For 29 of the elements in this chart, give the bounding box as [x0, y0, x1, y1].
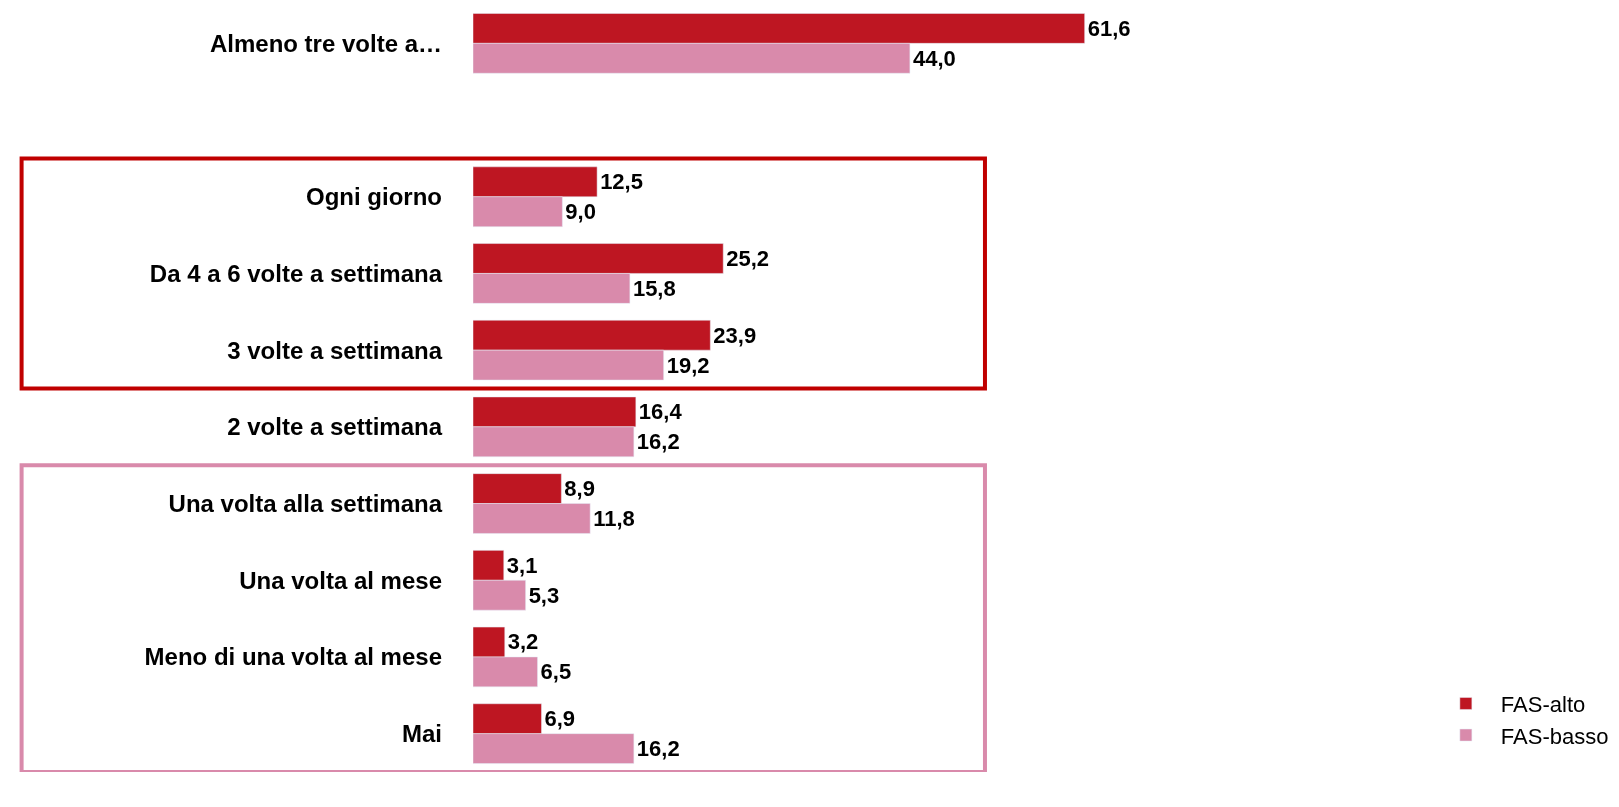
data-label: 12,5	[600, 169, 643, 195]
legend-label: FAS-alto	[1500, 692, 1586, 718]
y-tick-label: Almeno tre volte a…	[209, 29, 442, 57]
data-label: 9,0	[565, 199, 596, 225]
y-tick-label: Ogni giorno	[306, 183, 442, 211]
y-tick-label: 3 volte a settimana	[227, 336, 443, 364]
data-label: 6,9	[544, 706, 576, 732]
data-label: 6,5	[540, 659, 572, 685]
data-label: 61,6	[1087, 15, 1131, 41]
y-tick-label: Mai	[401, 720, 442, 748]
legend-label: FAS-basso	[1500, 723, 1609, 749]
data-label: 11,8	[593, 506, 635, 532]
data-label: 16,2	[636, 429, 680, 455]
data-label: 19,2	[666, 352, 710, 378]
data-label: 16,4	[638, 399, 683, 425]
data-label: 44,0	[912, 45, 956, 71]
data-label: 15,8	[632, 275, 676, 301]
data-label: 5,3	[528, 582, 560, 608]
y-tick-label: Una volta al mese	[239, 566, 442, 594]
data-label: 3,2	[507, 629, 539, 655]
y-tick-label: 2 volte a settimana	[227, 413, 443, 441]
y-tick-label: Una volta alla settimana	[168, 489, 443, 517]
data-label: 16,2	[636, 736, 680, 762]
data-label: 23,9	[713, 322, 757, 348]
y-tick-label: Da 4 a 6 volte a settimana	[149, 259, 443, 287]
y-tick-label: Meno di una volta al mese	[144, 643, 442, 671]
data-label: 8,9	[564, 476, 595, 502]
data-label: 3,1	[506, 552, 538, 578]
data-label: 25,2	[726, 245, 770, 271]
